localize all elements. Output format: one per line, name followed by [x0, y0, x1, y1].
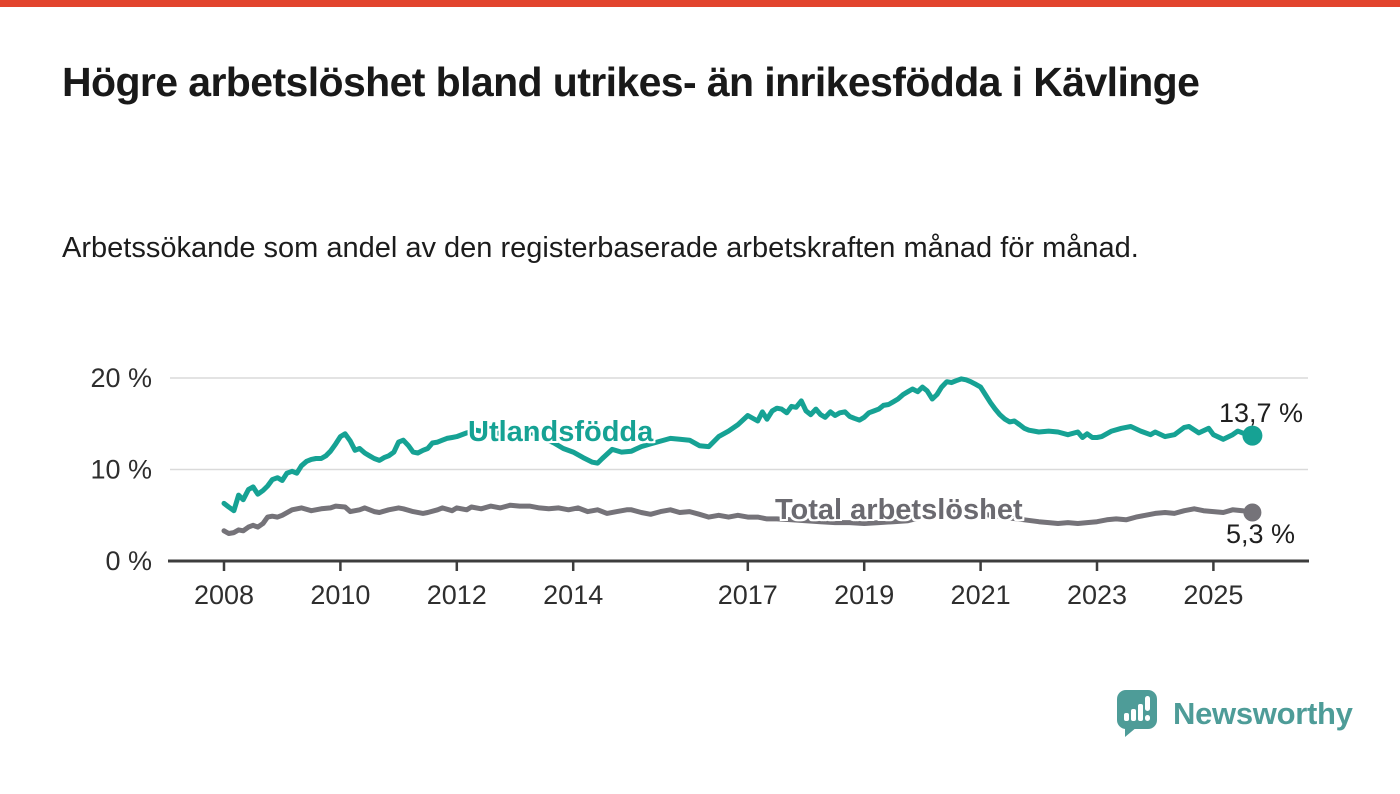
logo-mark-icon [1117, 690, 1157, 737]
x-tick-label: 2017 [718, 580, 778, 610]
x-tick-label: 2014 [543, 580, 603, 610]
x-tick-label: 2019 [834, 580, 894, 610]
series-end-dot-utlandsfodda [1242, 425, 1263, 446]
x-tick-label: 2008 [194, 580, 254, 610]
logo-bubble-tail [1125, 727, 1137, 737]
value-label-total: 5,3 % [1226, 519, 1296, 549]
logo-text: Newsworthy [1173, 695, 1353, 731]
value-label-utlandsfodda: 13,7 % [1219, 398, 1304, 428]
page-title: Högre arbetslöshet bland utrikes- än inr… [62, 59, 1200, 105]
newsworthy-logo: Newsworthy [1116, 690, 1353, 737]
x-tick-label: 2010 [310, 580, 370, 610]
series-label-total: Total arbetslöshet [775, 494, 1023, 526]
page-subtitle: Arbetssökande som andel av den registerb… [62, 232, 1139, 264]
x-tick-label: 2012 [427, 580, 487, 610]
logo-bars-icon [1124, 704, 1143, 721]
logo-bubble-shape [1117, 690, 1157, 729]
y-tick-label: 0 % [105, 546, 152, 576]
x-tick-label: 2023 [1067, 580, 1127, 610]
series-end-dot-total [1243, 503, 1262, 522]
accent-bar [0, 0, 1400, 7]
x-tick-label: 2025 [1183, 580, 1243, 610]
series-label-utlandsfodda: Utlandsfödda [468, 416, 654, 448]
series-line-total [221, 502, 1255, 536]
series-line-utlandsfodda [221, 376, 1255, 514]
logo-exclamation-icon [1145, 696, 1150, 721]
x-tick-label: 2021 [951, 580, 1011, 610]
y-tick-label: 10 % [90, 455, 152, 485]
y-tick-label: 20 % [90, 363, 152, 393]
